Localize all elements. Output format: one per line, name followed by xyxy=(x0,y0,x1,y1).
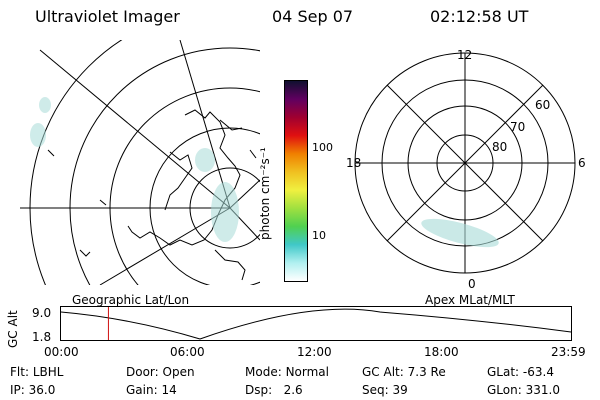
status-glon: GLon: 331.0 xyxy=(487,383,560,397)
colorbar-unit-label: photon cm⁻²s⁻¹ xyxy=(258,147,272,240)
status-glat: GLat: -63.4 xyxy=(487,365,554,379)
ip-label: IP: xyxy=(10,383,25,397)
status-mode: Mode: Normal xyxy=(245,365,329,379)
status-door: Door: Open xyxy=(126,365,195,379)
altitude-axis-label: GC Alt xyxy=(6,310,20,348)
date-label: 04 Sep 07 xyxy=(272,7,354,26)
flt-value: LBHL xyxy=(32,365,64,379)
altitude-plot xyxy=(60,306,572,341)
apex-panel-label: Apex MLat/MLT xyxy=(425,293,515,307)
status-seq: Seq: 39 xyxy=(362,383,408,397)
seq-value: 39 xyxy=(392,383,408,397)
dsp-label: Dsp: xyxy=(245,383,273,397)
apex-polar-plot xyxy=(354,52,576,274)
mode-value: Normal xyxy=(285,365,329,379)
glat-label: GLat: xyxy=(487,365,520,379)
geo-panel-label: Geographic Lat/Lon xyxy=(72,293,190,307)
app-title: Ultraviolet Imager xyxy=(35,7,180,26)
mlat-label-60: 60 xyxy=(535,98,551,112)
time-tick-0600: 06:00 xyxy=(170,345,205,359)
glat-value: -63.4 xyxy=(522,365,554,379)
status-dsp: Dsp: 2.6 xyxy=(245,383,303,397)
time-tick-0000: 00:00 xyxy=(44,345,79,359)
door-label: Door: xyxy=(126,365,159,379)
flt-label: Flt: xyxy=(10,365,29,379)
gc-alt-value: 7.3 Re xyxy=(407,365,446,379)
colorbar-tick-10: 10 xyxy=(312,229,326,242)
mode-label: Mode: xyxy=(245,365,282,379)
door-value: Open xyxy=(162,365,195,379)
glon-value: 331.0 xyxy=(525,383,560,397)
status-gain: Gain: 14 xyxy=(126,383,177,397)
altitude-curve xyxy=(60,308,572,340)
status-flt: Flt: LBHL xyxy=(10,365,63,379)
mlt-label-0: 0 xyxy=(468,277,476,291)
mlat-label-70: 70 xyxy=(510,120,526,134)
mlt-line xyxy=(386,84,544,242)
dsp-value: 2.6 xyxy=(283,383,303,397)
altitude-ytick-min: 1.8 xyxy=(32,330,52,344)
time-tick-2359: 23:59 xyxy=(551,345,586,359)
seq-label: Seq: xyxy=(362,383,389,397)
lat-circle xyxy=(109,87,260,285)
ip-value: 36.0 xyxy=(28,383,56,397)
lon-line xyxy=(99,207,231,285)
mlt-label-18: 18 xyxy=(346,156,362,170)
time-label: 02:12:58 UT xyxy=(430,7,529,26)
gain-value: 14 xyxy=(161,383,177,397)
geographic-map xyxy=(20,40,260,285)
mlt-label-6: 6 xyxy=(578,156,586,170)
lon-line xyxy=(39,49,231,209)
colorbar-tick-100: 100 xyxy=(312,141,333,154)
mlat-label-80: 80 xyxy=(492,140,508,154)
lat-circle xyxy=(29,40,123,285)
aurora-emission xyxy=(30,97,239,242)
lon-line xyxy=(179,40,231,209)
time-tick-1200: 12:00 xyxy=(297,345,332,359)
status-ip: IP: 36.0 xyxy=(10,383,55,397)
glon-label: GLon: xyxy=(487,383,522,397)
gain-label: Gain: xyxy=(126,383,158,397)
altitude-ytick-max: 9.0 xyxy=(32,306,52,320)
colorbar xyxy=(284,80,308,282)
time-tick-1800: 18:00 xyxy=(424,345,459,359)
status-gc-alt: GC Alt: 7.3 Re xyxy=(362,365,446,379)
mlt-label-12: 12 xyxy=(457,48,473,62)
lat-circle xyxy=(69,47,260,285)
aurora-emission xyxy=(421,218,499,248)
gc-alt-label: GC Alt: xyxy=(362,365,404,379)
